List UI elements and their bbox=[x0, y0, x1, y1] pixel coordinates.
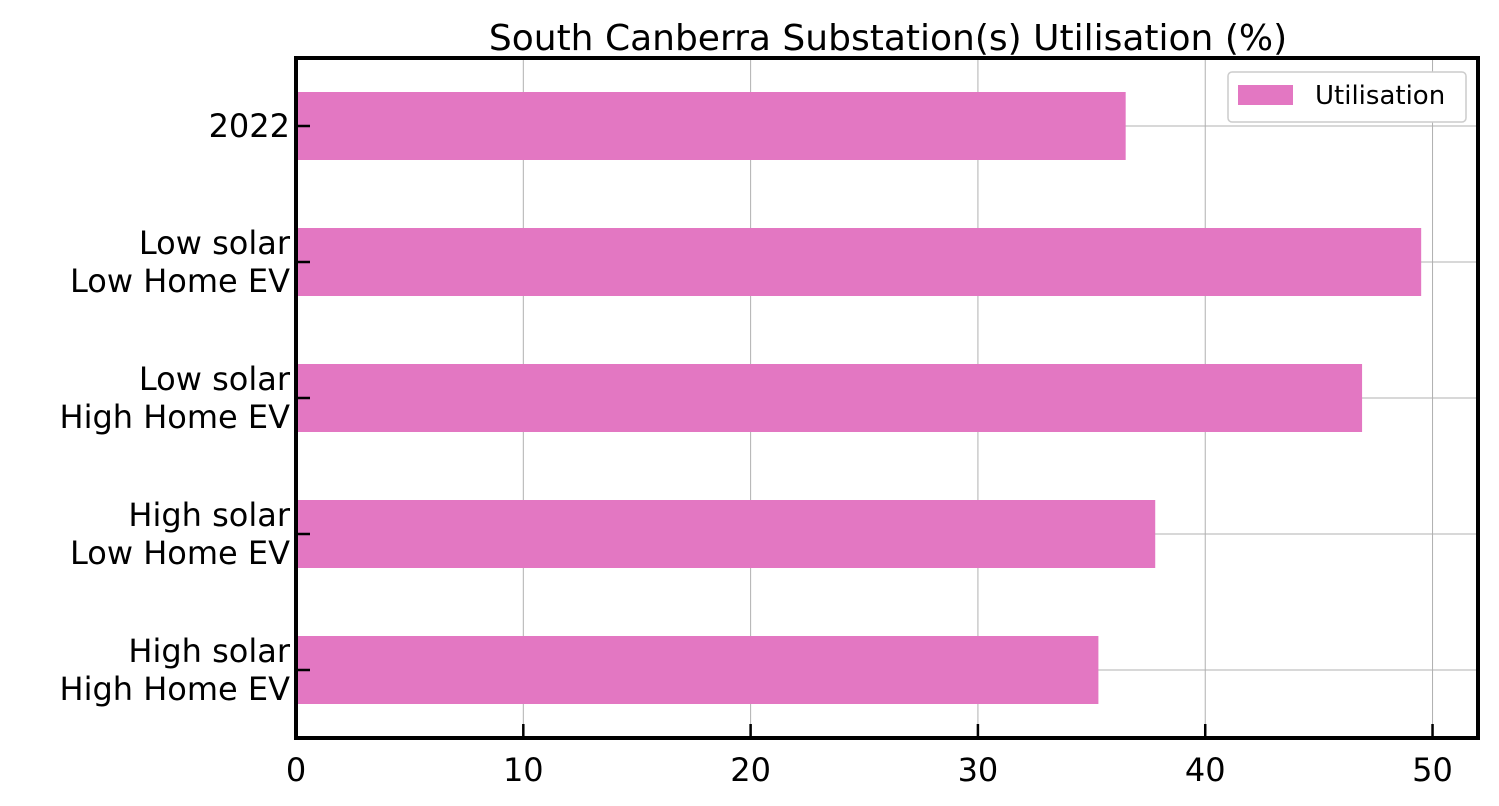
chart-title: South Canberra Substation(s) Utilisation… bbox=[489, 18, 1287, 59]
plot-frame bbox=[294, 56, 1480, 740]
bars bbox=[296, 92, 1422, 704]
category-label-line: Low Home EV bbox=[70, 262, 290, 300]
x-tick-label: 50 bbox=[1412, 751, 1453, 789]
category-label-line: 2022 bbox=[209, 107, 290, 145]
x-tick-labels: 0 10 20 30 40 50 bbox=[286, 751, 1453, 789]
legend: Utilisation bbox=[1227, 71, 1467, 123]
category-label: High solar Low Home EV bbox=[70, 496, 291, 572]
legend-box bbox=[1227, 71, 1467, 123]
category-label-line: High solar bbox=[128, 632, 290, 670]
x-tick-label: 10 bbox=[503, 751, 544, 789]
bar bbox=[296, 364, 1363, 432]
legend-label: Utilisation bbox=[1315, 81, 1445, 111]
bar bbox=[296, 500, 1156, 568]
x-tick-label: 40 bbox=[1185, 751, 1226, 789]
category-label-line: High Home EV bbox=[60, 398, 291, 436]
bar bbox=[296, 636, 1099, 704]
category-label: Low solar High Home EV bbox=[60, 360, 291, 436]
category-label-line: Low Home EV bbox=[70, 534, 290, 572]
category-label-line: High solar bbox=[128, 496, 290, 534]
category-label-line: Low solar bbox=[139, 224, 291, 262]
bar bbox=[296, 92, 1126, 160]
category-label: 2022 bbox=[209, 107, 290, 145]
category-label-line: High Home EV bbox=[60, 670, 291, 708]
legend-swatch bbox=[1238, 85, 1293, 105]
category-label: Low solar Low Home EV bbox=[70, 224, 291, 300]
category-label-line: Low solar bbox=[139, 360, 291, 398]
x-tick-label: 20 bbox=[730, 751, 771, 789]
x-tick-label: 0 bbox=[286, 751, 306, 789]
x-tick-label: 30 bbox=[958, 751, 999, 789]
category-label: High solar High Home EV bbox=[60, 632, 291, 708]
bar bbox=[296, 228, 1422, 296]
